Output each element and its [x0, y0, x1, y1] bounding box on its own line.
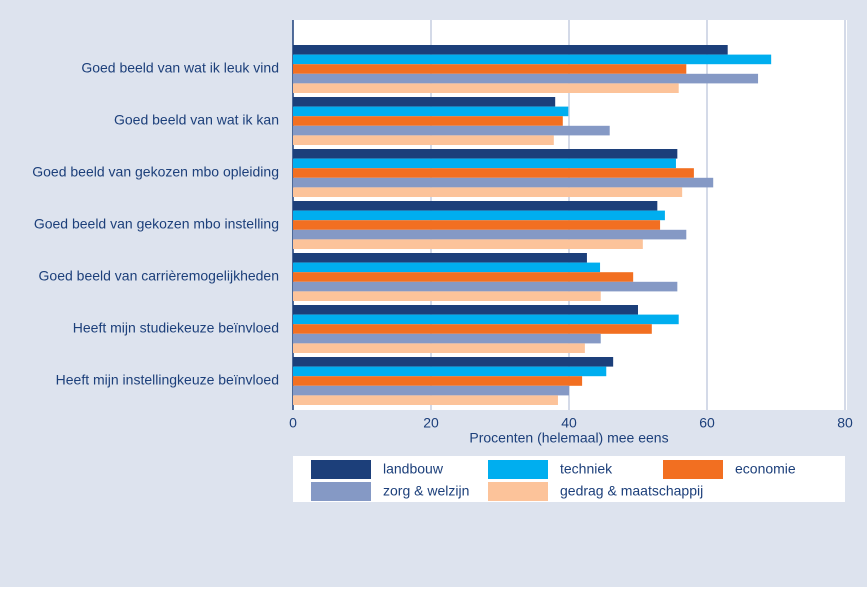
- legend-label: gedrag & maatschappij: [560, 483, 703, 499]
- bar: [293, 333, 601, 344]
- bar: [293, 220, 661, 230]
- bar: [293, 210, 665, 221]
- bar: [293, 83, 679, 93]
- bar: [293, 177, 714, 188]
- bar: [293, 125, 610, 136]
- bar: [293, 229, 687, 240]
- bar: [293, 395, 558, 405]
- bar: [293, 168, 694, 178]
- legend-swatch: [311, 482, 371, 501]
- bar: [293, 149, 678, 159]
- bar: [293, 272, 634, 282]
- bar: [293, 324, 652, 334]
- x-tick-label: 60: [699, 415, 715, 431]
- legend-label: zorg & welzijn: [383, 483, 469, 499]
- x-tick-label: 40: [561, 415, 577, 431]
- x-tick-label: 0: [289, 415, 297, 431]
- y-tick-label: Goed beeld van carrièremogelijkheden: [39, 268, 279, 284]
- bar: [293, 239, 643, 249]
- bar: [293, 305, 638, 315]
- bar: [293, 201, 658, 211]
- bar: [293, 97, 556, 107]
- bar: [293, 385, 569, 396]
- y-tick-label: Goed beeld van gekozen mbo instelling: [34, 216, 279, 232]
- x-tick-label: 20: [423, 415, 439, 431]
- legend-box: [293, 456, 845, 502]
- bar: [293, 281, 678, 292]
- legend-label: economie: [735, 461, 796, 477]
- y-tick-label: Heeft mijn studiekeuze beïnvloed: [73, 320, 279, 336]
- legend-swatch: [488, 482, 548, 501]
- y-tick-label: Goed beeld van wat ik leuk vind: [81, 60, 279, 76]
- bar: [293, 314, 679, 325]
- bar: [293, 135, 554, 145]
- bar: [293, 64, 687, 74]
- x-tick-label: 80: [837, 415, 853, 431]
- bar: [293, 366, 607, 377]
- legend-swatch: [663, 460, 723, 479]
- x-axis-title: Procenten (helemaal) mee eens: [469, 430, 668, 446]
- bar: [293, 158, 676, 169]
- y-tick-label: Goed beeld van wat ik kan: [114, 112, 279, 128]
- legend-label: techniek: [560, 461, 613, 477]
- legend-label: landbouw: [383, 461, 444, 477]
- legend-swatch: [311, 460, 371, 479]
- bar: [293, 291, 601, 301]
- bar: [293, 54, 772, 65]
- bar: [293, 376, 583, 386]
- bar: [293, 116, 563, 126]
- bar: [293, 73, 759, 84]
- bar: [293, 343, 585, 353]
- bar: [293, 253, 587, 263]
- bar: [293, 187, 683, 197]
- y-tick-label: Goed beeld van gekozen mbo opleiding: [32, 164, 279, 180]
- legend-swatch: [488, 460, 548, 479]
- bar: [293, 45, 728, 55]
- bar: [293, 106, 569, 117]
- bar: [293, 357, 614, 367]
- bar: [293, 262, 601, 273]
- y-tick-label: Heeft mijn instellingkeuze beïnvloed: [56, 372, 279, 388]
